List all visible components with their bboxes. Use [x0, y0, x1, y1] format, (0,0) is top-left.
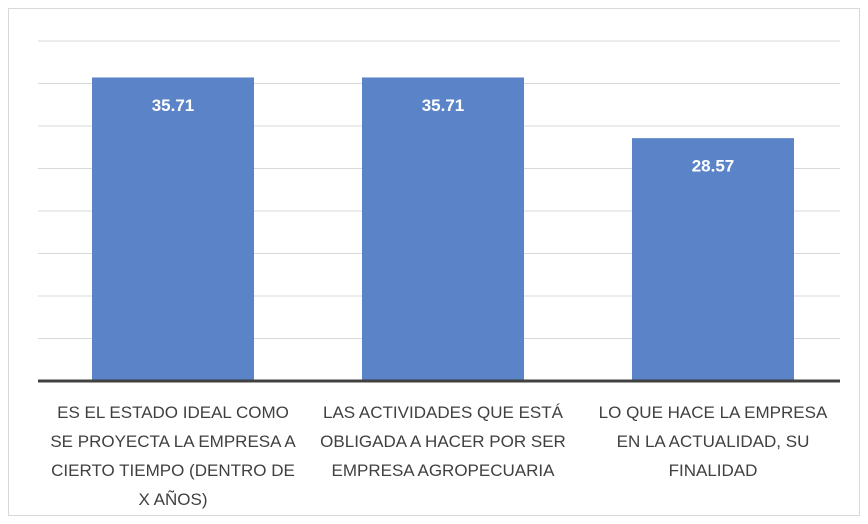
value-label: 28.57: [692, 157, 735, 176]
value-label: 35.71: [152, 96, 195, 115]
bar: [632, 138, 794, 381]
x-tick-label: LO QUE HACE LA EMPRESA EN LA ACTUALIDAD,…: [598, 403, 828, 480]
x-tick-label: LAS ACTIVIDADES QUE ESTÁ OBLIGADA A HACE…: [320, 403, 566, 480]
bar: [92, 77, 254, 381]
x-tick-label: ES EL ESTADO IDEAL COMO SE PROYECTA LA E…: [50, 403, 296, 509]
bar: [362, 77, 524, 381]
value-label: 35.71: [422, 96, 465, 115]
